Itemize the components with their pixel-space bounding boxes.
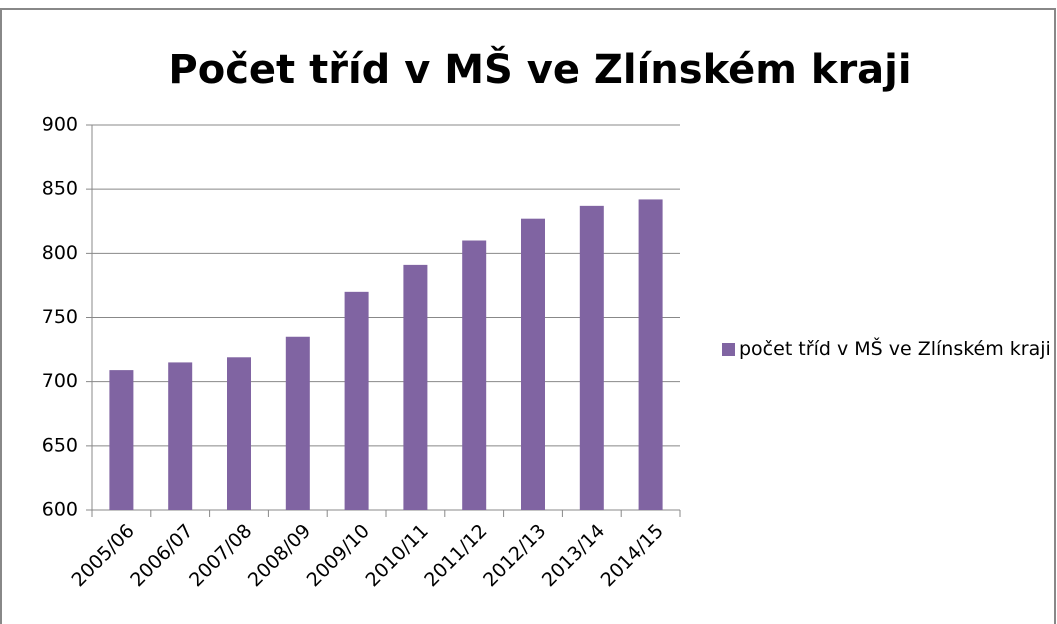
legend: počet tříd v MŠ ve Zlínském kraji [722, 334, 1052, 364]
bar [227, 357, 251, 510]
bar [109, 370, 134, 510]
bar [344, 291, 369, 510]
bar [285, 336, 310, 510]
bar [638, 199, 663, 510]
bar [579, 205, 604, 510]
chart-title: Počet tříd v MŠ ve Zlínském kraji [168, 45, 911, 93]
legend-label: počet tříd v MŠ ve Zlínském kraji [739, 338, 1051, 360]
y-tick-label: 700 [42, 370, 78, 392]
y-tick-label: 750 [42, 306, 78, 328]
y-tick-label: 650 [42, 434, 78, 456]
legend-swatch [722, 343, 735, 356]
y-tick-label: 600 [42, 499, 78, 521]
bar [521, 218, 545, 510]
y-tick-label: 850 [42, 178, 78, 200]
bar [403, 264, 428, 510]
bar [168, 362, 193, 510]
y-tick-label: 900 [42, 114, 78, 136]
y-tick-label: 800 [42, 242, 78, 264]
bar [462, 240, 487, 510]
